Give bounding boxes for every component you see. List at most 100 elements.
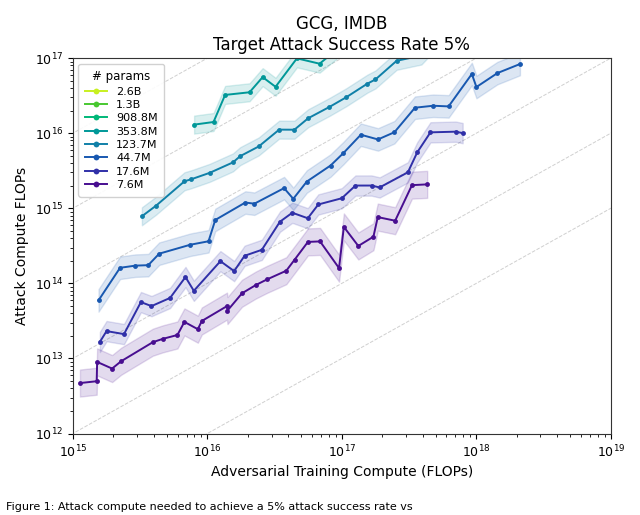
44.7M: [186, 242, 194, 248]
7.6M: [238, 290, 246, 296]
7.6M: [424, 181, 431, 187]
7.6M: [340, 224, 348, 230]
7.6M: [194, 326, 202, 332]
353.8M: [259, 74, 266, 80]
7.6M: [198, 318, 205, 324]
44.7M: [390, 129, 398, 135]
Line: 353.8M: 353.8M: [191, 0, 566, 127]
353.8M: [272, 84, 280, 90]
44.7M: [145, 262, 152, 268]
353.8M: [246, 89, 253, 95]
17.6M: [148, 303, 156, 309]
17.6M: [376, 184, 383, 191]
7.6M: [252, 282, 260, 288]
17.6M: [258, 247, 266, 253]
123.7M: [372, 76, 380, 82]
123.7M: [496, 6, 504, 12]
44.7M: [211, 217, 219, 223]
44.7M: [516, 61, 524, 67]
7.6M: [76, 380, 84, 386]
353.8M: [369, 23, 376, 29]
353.8M: [221, 92, 229, 98]
123.7M: [187, 176, 195, 182]
44.7M: [340, 150, 348, 156]
7.6M: [159, 336, 166, 342]
44.7M: [116, 265, 124, 271]
Y-axis label: Attack Compute FLOPs: Attack Compute FLOPs: [15, 167, 29, 325]
17.6M: [190, 288, 198, 294]
7.6M: [223, 303, 231, 309]
353.8M: [190, 122, 198, 128]
7.6M: [374, 214, 381, 220]
Line: 44.7M: 44.7M: [96, 62, 522, 303]
7.6M: [180, 319, 188, 325]
Legend: 2.6B, 1.3B, 908.8M, 353.8M, 123.7M, 44.7M, 17.6M, 7.6M: 2.6B, 1.3B, 908.8M, 353.8M, 123.7M, 44.7…: [79, 64, 164, 197]
17.6M: [216, 258, 224, 264]
123.7M: [467, 27, 475, 33]
908.8M: [293, 18, 301, 24]
17.6M: [338, 195, 346, 201]
123.7M: [364, 81, 371, 87]
123.7M: [180, 178, 188, 184]
353.8M: [332, 47, 340, 54]
44.7M: [132, 263, 140, 269]
353.8M: [344, 33, 351, 40]
17.6M: [96, 339, 104, 345]
123.7M: [206, 170, 214, 176]
17.6M: [120, 331, 128, 337]
7.6M: [223, 307, 231, 314]
44.7M: [357, 132, 365, 138]
7.6M: [355, 243, 362, 249]
7.6M: [173, 332, 181, 338]
353.8M: [210, 119, 218, 125]
353.8M: [403, 10, 411, 16]
7.6M: [263, 277, 271, 283]
17.6M: [166, 295, 174, 301]
17.6M: [276, 218, 284, 225]
353.8M: [316, 61, 323, 67]
17.6M: [427, 129, 435, 135]
44.7M: [241, 199, 249, 205]
Text: Figure 1: Attack compute needed to achieve a 5% attack success rate vs: Figure 1: Attack compute needed to achie…: [6, 503, 413, 512]
7.6M: [291, 256, 298, 263]
44.7M: [250, 201, 258, 207]
Line: 17.6M: 17.6M: [97, 129, 465, 345]
7.6M: [149, 339, 157, 345]
44.7M: [280, 185, 288, 191]
44.7M: [429, 102, 437, 109]
7.6M: [93, 359, 101, 365]
17.6M: [404, 169, 412, 176]
123.7M: [442, 41, 449, 47]
44.7M: [327, 162, 335, 168]
353.8M: [383, 29, 391, 35]
44.7M: [472, 84, 480, 90]
44.7M: [156, 251, 163, 257]
908.8M: [264, 41, 272, 47]
17.6M: [304, 215, 312, 221]
7.6M: [391, 218, 399, 224]
123.7M: [255, 143, 262, 149]
17.6M: [413, 149, 421, 156]
123.7M: [275, 127, 283, 133]
123.7M: [152, 202, 160, 209]
123.7M: [305, 115, 312, 122]
17.6M: [367, 182, 375, 188]
7.6M: [108, 366, 116, 372]
7.6M: [304, 239, 312, 245]
17.6M: [137, 299, 145, 305]
123.7M: [438, 31, 445, 38]
44.7M: [411, 105, 419, 111]
123.7M: [291, 127, 298, 133]
44.7M: [95, 297, 102, 303]
7.6M: [93, 378, 100, 384]
17.6M: [452, 129, 460, 135]
Line: 123.7M: 123.7M: [140, 7, 502, 219]
17.6M: [314, 201, 322, 208]
Line: 7.6M: 7.6M: [77, 182, 429, 386]
44.7M: [445, 104, 452, 110]
Title: GCG, IMDB
Target Attack Success Rate 5%: GCG, IMDB Target Attack Success Rate 5%: [213, 15, 470, 54]
908.8M: [282, 31, 290, 38]
17.6M: [351, 182, 359, 188]
123.7M: [417, 53, 425, 59]
123.7M: [229, 159, 237, 165]
